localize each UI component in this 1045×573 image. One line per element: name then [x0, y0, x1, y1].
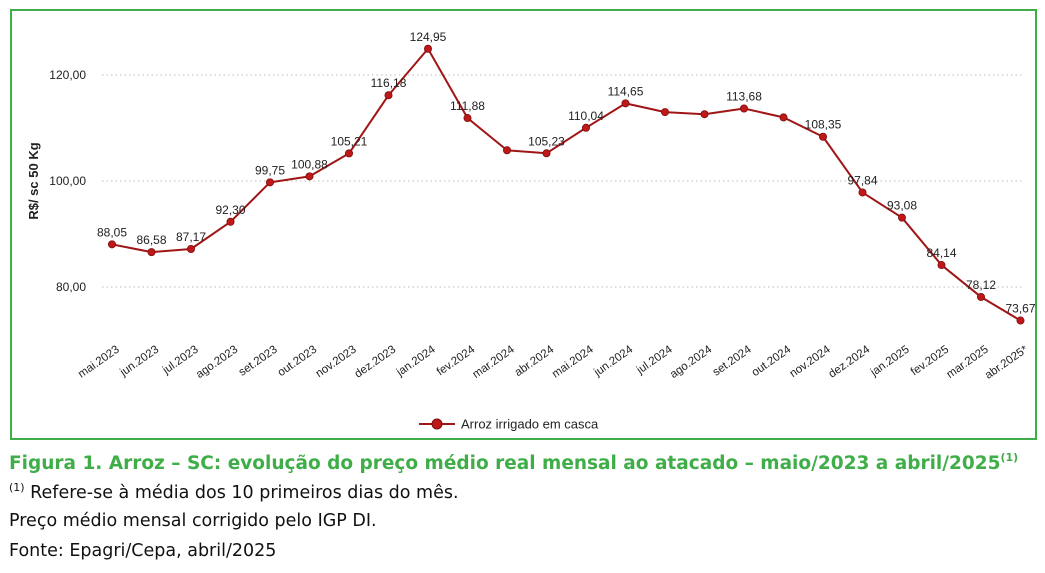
y-tick-label: 120,00 [49, 68, 86, 82]
x-tick-label: mar.2025 [945, 344, 991, 381]
data-point [384, 91, 393, 100]
data-point [700, 110, 709, 119]
data-point [819, 132, 828, 141]
x-tick-label: ago.2024 [668, 343, 715, 381]
data-label: 110,04 [568, 109, 604, 123]
data-point [147, 248, 156, 257]
data-label: 92,30 [215, 203, 245, 217]
data-point [1016, 316, 1025, 325]
data-point [898, 213, 907, 222]
data-point [502, 146, 511, 155]
data-point [265, 178, 274, 187]
data-point [977, 292, 986, 301]
data-point [779, 113, 788, 122]
x-tick-label: jan.2025 [868, 344, 912, 380]
data-label: 97,84 [847, 173, 877, 187]
data-label: 84,14 [926, 246, 956, 260]
data-point [463, 114, 472, 123]
data-point [108, 240, 117, 249]
x-tick-label: jun.2024 [591, 343, 635, 379]
line-chart: 80,00 100,00 120,00 R$/ sc 50 Kg 88,05 86,58 8… [26, 30, 1036, 432]
data-point [226, 217, 235, 226]
x-tick-label: ago.2023 [194, 344, 240, 381]
data-point [305, 172, 314, 181]
data-point [621, 99, 630, 108]
data-label: 100,88 [291, 157, 328, 171]
x-tick-label: set.2024 [711, 343, 755, 378]
x-tick-label: nov.2023 [314, 344, 359, 380]
x-tick-label: jan.2024 [394, 343, 438, 379]
x-tick-label: nov.2024 [788, 343, 833, 380]
data-point [740, 104, 749, 113]
data-label: 86,58 [136, 233, 166, 247]
data-point [582, 123, 591, 132]
chart-frame: 80,00 100,00 120,00 R$/ sc 50 Kg 88,05 86,58 8… [10, 9, 1037, 440]
x-tick-label: jun.2023 [117, 344, 161, 380]
data-label: 78,12 [966, 278, 996, 292]
y-tick-label: 100,00 [49, 174, 86, 188]
data-point [542, 149, 551, 158]
x-tick-label: mai.2024 [550, 343, 596, 380]
data-point [858, 188, 867, 197]
figure-title: Figura 1. Arroz – SC: evolução do preço … [9, 451, 1018, 474]
footnote-2: Preço médio mensal corrigido pelo IGP DI… [9, 511, 377, 531]
x-tick-label: abr.2024 [513, 343, 557, 379]
data-label: 73,67 [1005, 302, 1035, 316]
source-note: Fonte: Epagri/Cepa, abril/2025 [9, 541, 277, 561]
data-label: 111,88 [450, 99, 485, 113]
x-tick-label: dez.2023 [353, 344, 399, 381]
data-label: 93,08 [887, 199, 917, 213]
data-label: 88,05 [97, 225, 127, 239]
x-tick-label: abr.2025* [983, 343, 1031, 381]
data-label: 105,23 [528, 134, 565, 148]
data-point [423, 44, 432, 53]
data-label: 114,65 [608, 84, 644, 98]
y-axis-label: R$/ sc 50 Kg [26, 142, 41, 219]
figure-title-text: Figura 1. Arroz – SC: evolução do preço … [9, 453, 1001, 474]
data-label: 99,75 [255, 163, 285, 177]
x-tick-label: dez.2024 [827, 343, 873, 380]
data-label: 116,18 [371, 76, 407, 90]
data-label: 108,35 [805, 118, 842, 132]
footnote-1-mark: (1) [9, 481, 25, 494]
x-tick-label: mai.2023 [76, 344, 122, 381]
data-label: 105,21 [331, 134, 368, 148]
footnote-1: (1) Refere-se à média dos 10 primeiros d… [9, 481, 459, 503]
footnote-1-text: Refere-se à média dos 10 primeiros dias … [24, 483, 459, 503]
data-point [186, 244, 195, 253]
legend-marker [431, 418, 443, 430]
x-tick-label: set.2023 [237, 344, 280, 379]
data-point [344, 149, 353, 158]
data-point [661, 108, 670, 117]
x-tick-label: out.2023 [276, 344, 320, 380]
data-label: 124,95 [410, 30, 447, 44]
x-tick-label: out.2024 [750, 343, 794, 379]
x-tick-label: mar.2024 [471, 343, 518, 381]
figure-title-footnote-mark: (1) [1000, 451, 1019, 464]
series-line [111, 47, 1022, 322]
data-label: 113,68 [726, 89, 762, 103]
legend-label: Arroz irrigado em casca [461, 417, 599, 432]
y-tick-label: 80,00 [56, 280, 86, 294]
data-point [937, 261, 946, 270]
data-label: 87,17 [176, 230, 206, 244]
